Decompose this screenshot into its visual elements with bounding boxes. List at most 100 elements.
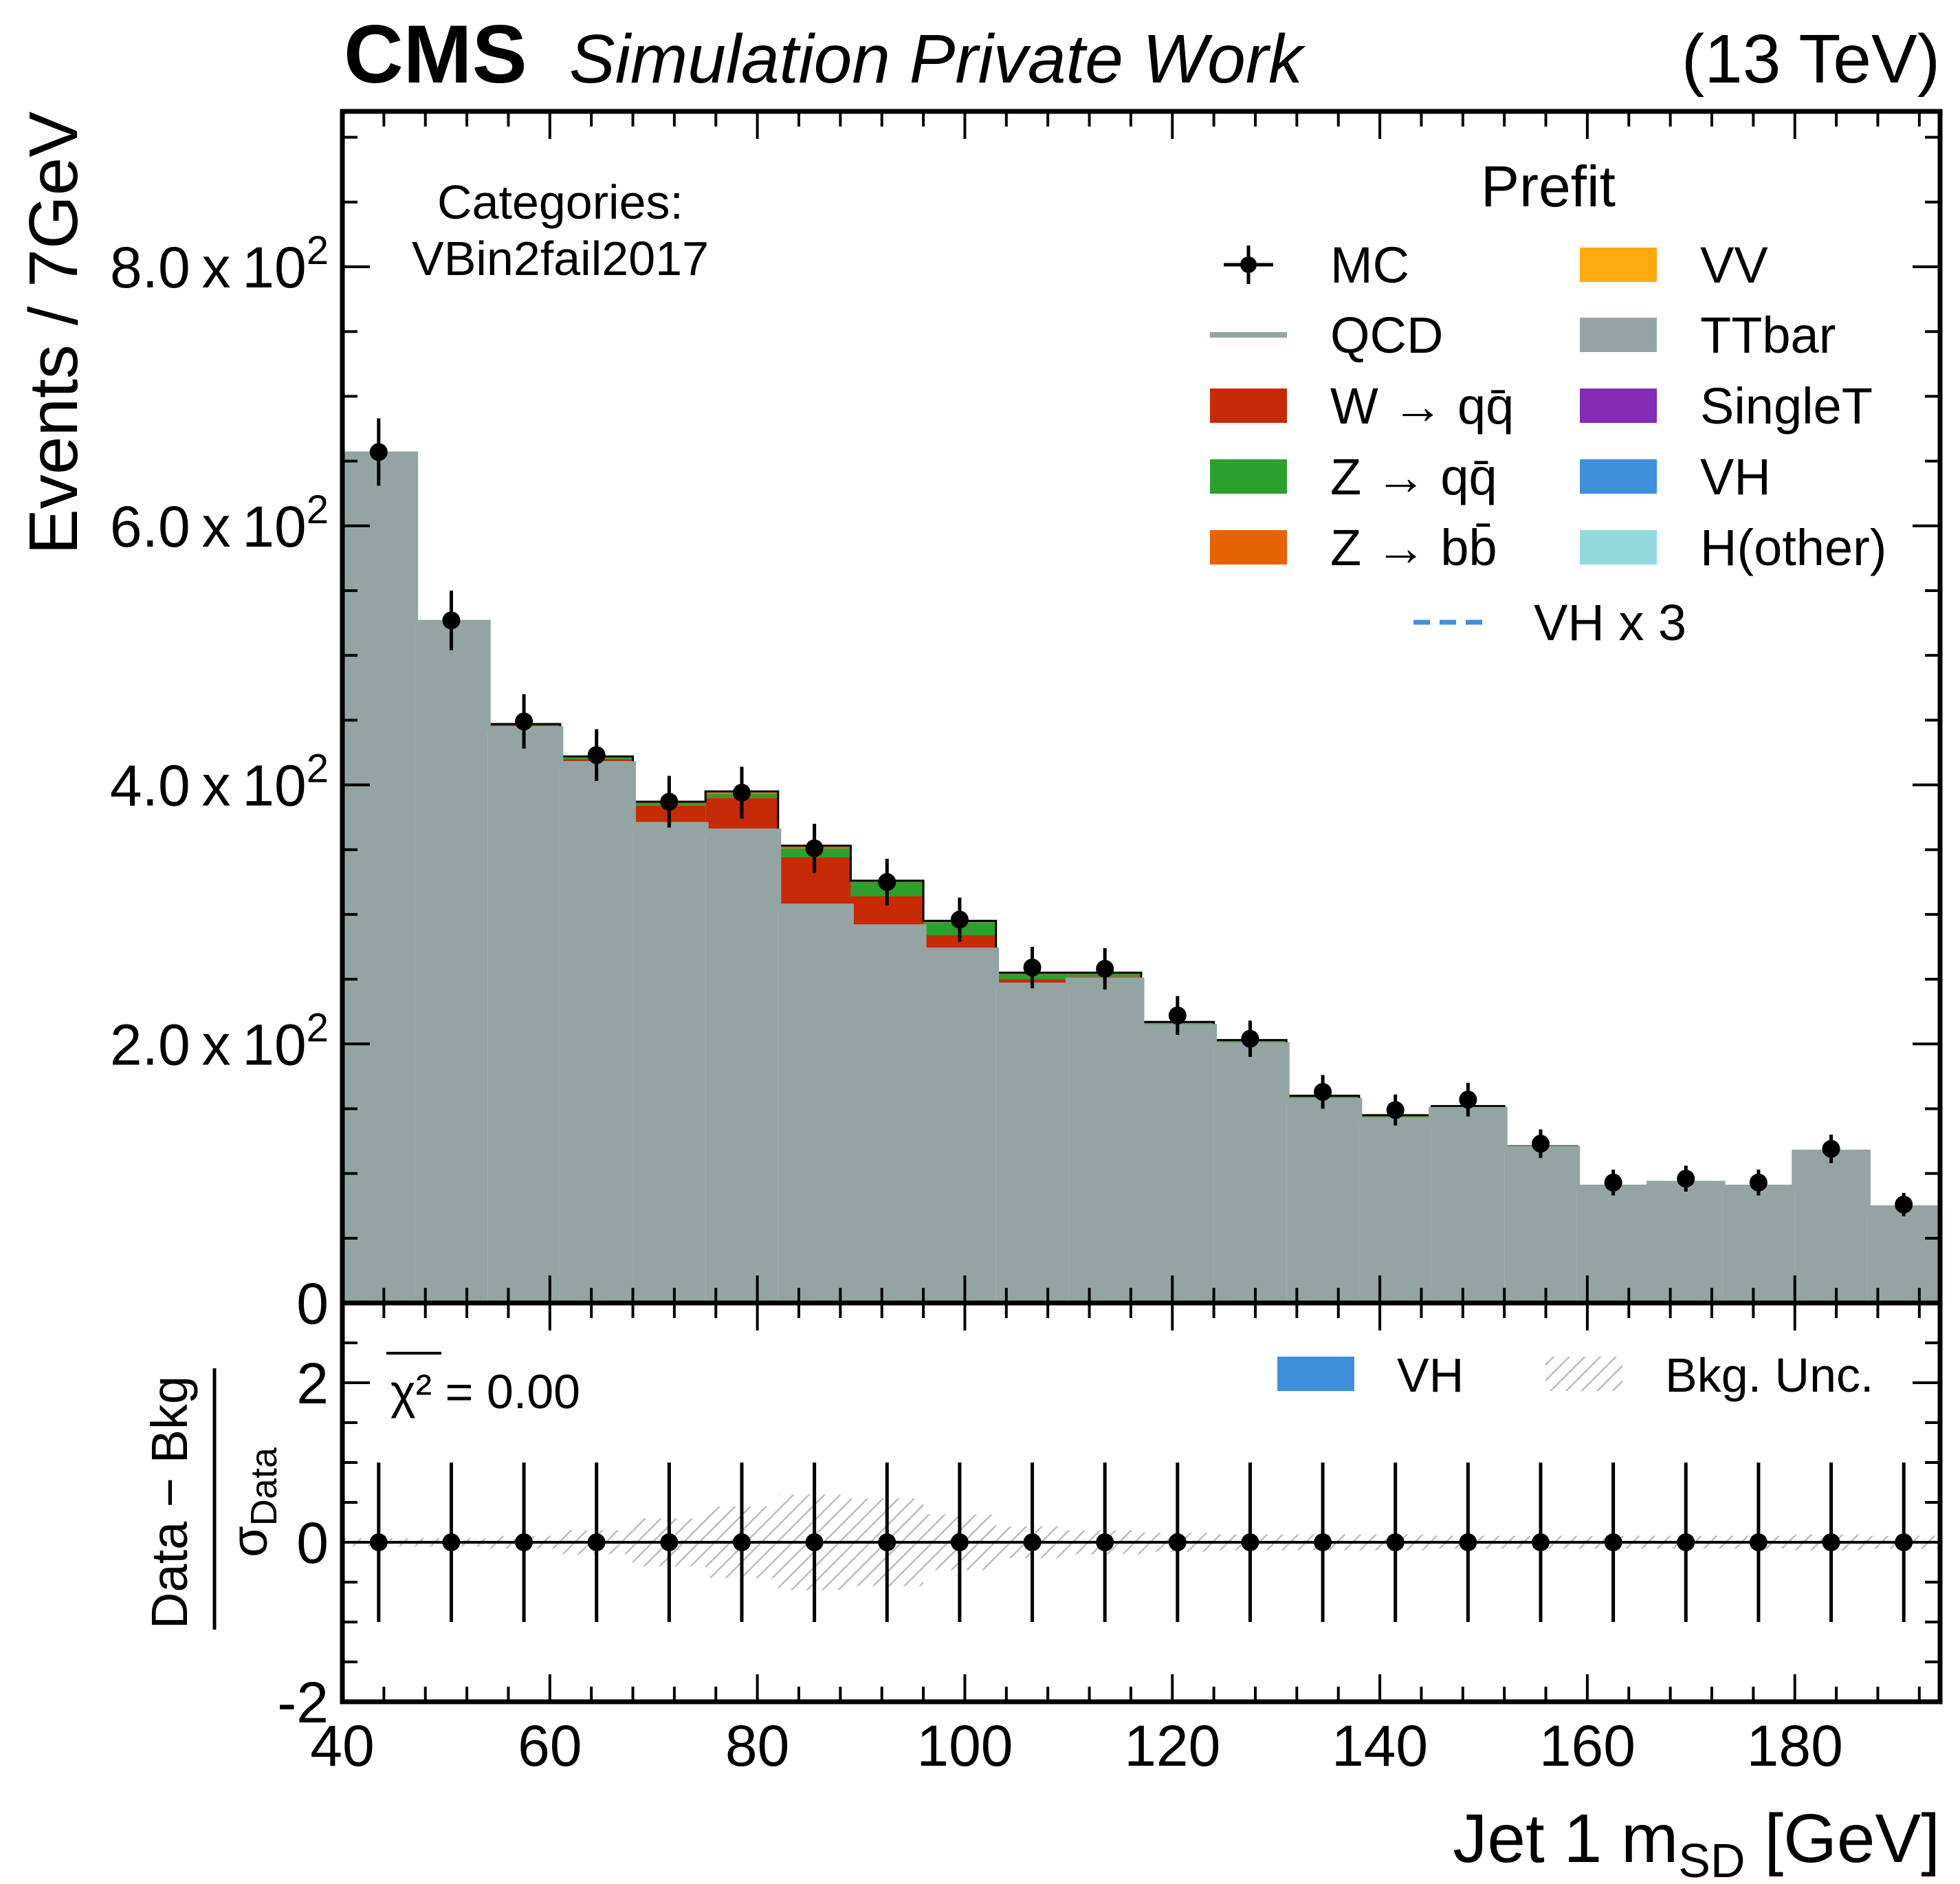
ratio-legend-unc-label: Bkg. Unc. [1665, 1348, 1873, 1402]
legend-swatch-3 [1210, 459, 1287, 494]
mc-point-14 [1386, 1101, 1405, 1119]
mc-point-5 [733, 783, 751, 802]
ratio-y-axis-label: Data − Bkg σData [141, 1368, 285, 1630]
stack-bar-0-10 [1068, 980, 1141, 1303]
y-tick-exponent: 2 [307, 1005, 329, 1050]
y-tick-mantissa: 4.0 x 10 [110, 754, 307, 818]
x-tick-label: 180 [1747, 1713, 1843, 1778]
mc-point-21 [1895, 1195, 1913, 1214]
y-tick-mantissa: 2.0 x 10 [110, 1012, 307, 1077]
mc-point-3 [587, 746, 606, 765]
ratio-point-2 [515, 1533, 533, 1551]
ratio-point-12 [1241, 1533, 1259, 1551]
legend-swatch-4 [1210, 530, 1287, 565]
stack-bar-0-15 [1431, 1110, 1505, 1303]
ratio-point-7 [878, 1533, 896, 1551]
mc-point-2 [515, 712, 533, 731]
stack-bar-0-9 [995, 985, 1069, 1303]
ratio-legend-unc-swatch [1545, 1357, 1622, 1391]
stacked-histogram [342, 452, 1940, 1303]
status-label: Simulation Private Work [569, 21, 1306, 98]
mc-point-15 [1459, 1091, 1477, 1109]
legend-label-1: QCD [1330, 307, 1443, 364]
ratio-point-15 [1459, 1533, 1477, 1551]
stack-bar-0-7 [850, 927, 924, 1303]
mc-point-17 [1604, 1173, 1622, 1192]
legend: Prefit MC QCD W → qq̄ Z → qq̄ Z → bb̄ VV TTbar… [1210, 154, 1886, 651]
category-name: VBin2fail2017 [412, 232, 709, 285]
y-tick-mantissa: 8.0 x 10 [110, 235, 307, 300]
legend-label-2: W → qq̄ [1330, 377, 1514, 435]
ratio-point-6 [805, 1533, 824, 1551]
sigma-subscript: Data [243, 1447, 285, 1526]
mc-point-8 [950, 910, 969, 929]
legend-label-9: H(other) [1700, 519, 1886, 576]
stack-bar-1-8 [923, 935, 996, 951]
stack-bar-0-3 [560, 764, 633, 1303]
stack-bar-0-16 [1504, 1148, 1577, 1303]
y-tick-exponent: 2 [307, 228, 329, 273]
y-tick-label: 6.0 x 102 [110, 488, 329, 559]
x-tick-label: 160 [1539, 1713, 1636, 1778]
x-tick-label: 80 [725, 1713, 789, 1778]
mc-point-13 [1314, 1082, 1332, 1101]
ratio-y-tick-label: -2 [277, 1670, 329, 1735]
stack-bar-0-1 [415, 623, 488, 1303]
ratio-point-4 [660, 1533, 679, 1551]
ratio-point-11 [1168, 1533, 1187, 1551]
ratio-point-0 [369, 1533, 388, 1551]
y-tick-mantissa: 6.0 x 10 [110, 494, 307, 559]
stack-bar-0-5 [705, 831, 778, 1303]
y-axis-label: Events / 7GeV [15, 111, 92, 555]
mc-point-12 [1241, 1029, 1259, 1048]
mc-point-19 [1749, 1173, 1768, 1192]
ratio-point-8 [950, 1533, 969, 1551]
legend-label-5: VV [1700, 237, 1768, 294]
legend-swatch-2 [1210, 388, 1287, 423]
y-tick-label: 8.0 x 102 [110, 228, 329, 300]
stack-bar-0-4 [632, 824, 706, 1303]
legend-swatch-6 [1580, 318, 1657, 352]
x-tick-label: 60 [518, 1713, 582, 1778]
legend-label-10: VH x 3 [1534, 594, 1686, 651]
axis-ticks [341, 111, 1940, 1703]
stack-bar-0-13 [1286, 1101, 1359, 1303]
ratio-point-14 [1386, 1533, 1405, 1551]
stack-bar-0-21 [1867, 1208, 1940, 1303]
ratio-point-21 [1895, 1533, 1913, 1551]
legend-label-6: TTbar [1700, 307, 1836, 364]
chi2-label: χ² = 0.00 [390, 1365, 580, 1419]
mc-point-4 [660, 793, 679, 811]
legend-label-3: Z → qq̄ [1330, 448, 1497, 505]
ratio-legend-vh-label: VH [1397, 1348, 1464, 1402]
ratio-point-17 [1604, 1533, 1622, 1551]
legend-label-0: MC [1330, 237, 1409, 294]
mc-points [369, 418, 1913, 1216]
legend-swatch-9 [1580, 530, 1657, 565]
mc-point-18 [1677, 1170, 1695, 1188]
ratio-y-tick-label: 2 [296, 1351, 329, 1416]
stack-bar-0-14 [1358, 1120, 1432, 1303]
legend-label-7: SingleT [1700, 377, 1873, 435]
y-tick-label: 4.0 x 102 [110, 747, 329, 818]
ratio-point-1 [442, 1533, 461, 1551]
stack-bar-0-19 [1722, 1187, 1795, 1303]
ratio-points [369, 1463, 1913, 1622]
sigma-symbol: σ [221, 1526, 278, 1557]
stack-bar-0-8 [923, 950, 996, 1303]
stack-bar-0-11 [1141, 1027, 1214, 1303]
mc-point-11 [1168, 1006, 1187, 1025]
ratio-point-9 [1023, 1533, 1042, 1551]
stack-bar-0-2 [487, 729, 560, 1303]
stack-bar-0-6 [778, 906, 851, 1303]
stack-bar-0-20 [1794, 1152, 1868, 1303]
x-label-sub: SD [1678, 1834, 1745, 1884]
mc-point-6 [805, 839, 824, 857]
ratio-y-tick-label: 0 [296, 1511, 329, 1575]
qcd-line-path [342, 451, 1940, 1212]
ratio-legend: χ² = 0.00 VH Bkg. Unc. [386, 1348, 1873, 1419]
stack-bar-0-12 [1213, 1045, 1287, 1303]
x-tick-label: 120 [1124, 1713, 1220, 1778]
